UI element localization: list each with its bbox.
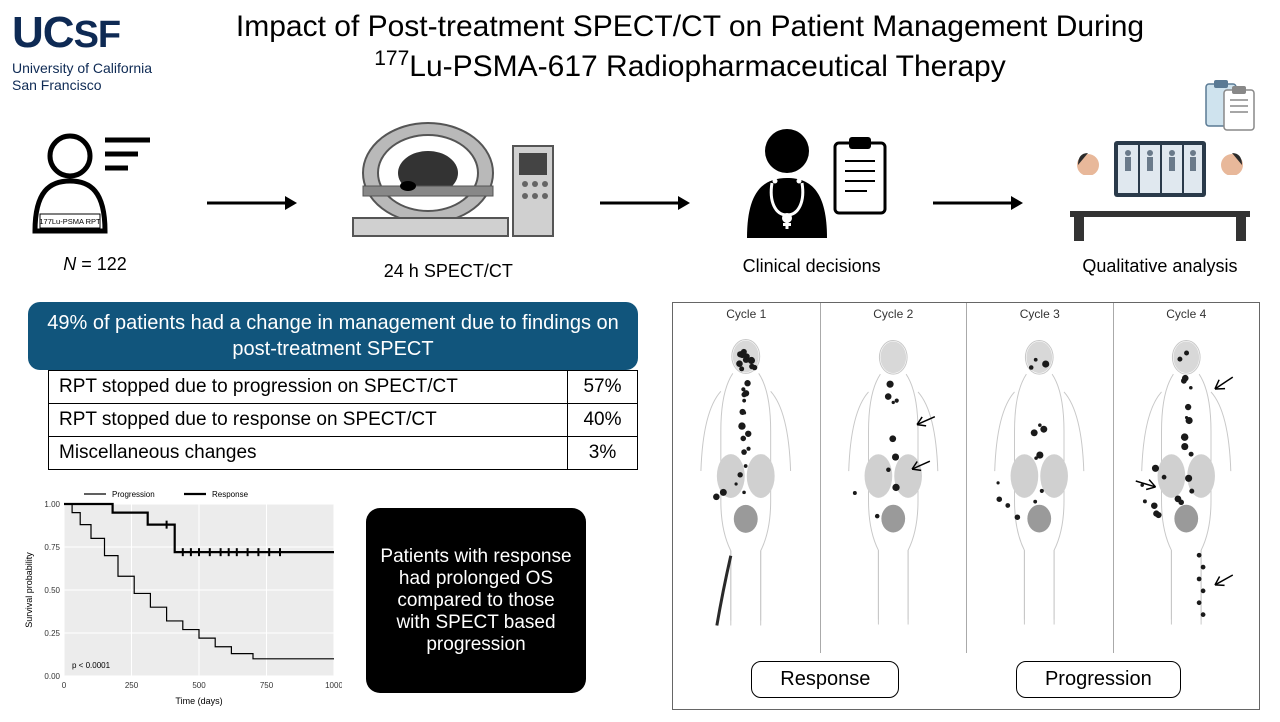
scan-labels: Response Progression xyxy=(673,653,1259,698)
table-cell-label: RPT stopped due to response on SPECT/CT xyxy=(49,404,568,437)
workflow-row: 177Lu-PSMA RPT N = 122 24 h SPECT/CT xyxy=(20,110,1260,290)
title-sup: 177 xyxy=(374,47,409,70)
scan-panel: Cycle 1 Cycle 2 xyxy=(672,302,1260,710)
ucsf-subtitle: University of CaliforniaSan Francisco xyxy=(12,60,192,94)
svg-text:0.75: 0.75 xyxy=(44,543,60,552)
n-value: = 122 xyxy=(81,254,127,274)
n-label: N xyxy=(63,254,76,274)
title-line2: Lu-PSMA-617 Radiopharmaceutical Therapy xyxy=(409,50,1005,83)
table-cell-pct: 57% xyxy=(568,371,638,404)
svg-text:750: 750 xyxy=(260,681,274,690)
scan-cycle-1: Cycle 1 xyxy=(673,303,820,653)
svg-text:Progression: Progression xyxy=(112,490,155,499)
svg-text:1.00: 1.00 xyxy=(44,500,60,509)
svg-text:Response: Response xyxy=(212,490,249,499)
table-row: RPT stopped due to progression on SPECT/… xyxy=(49,371,638,404)
results-table: RPT stopped due to progression on SPECT/… xyxy=(48,370,638,470)
svg-text:1000: 1000 xyxy=(325,681,342,690)
response-label: Response xyxy=(751,661,899,698)
scan-cycle-4: Cycle 4 xyxy=(1113,303,1260,653)
svg-text:Survival probability: Survival probability xyxy=(24,552,34,628)
table-cell-label: Miscellaneous changes xyxy=(49,437,568,470)
finding-banner: 49% of patients had a change in manageme… xyxy=(28,302,638,370)
ucsf-wordmark: UCSF xyxy=(12,8,192,58)
progression-label: Progression xyxy=(1016,661,1181,698)
table-row: Miscellaneous changes 3% xyxy=(49,437,638,470)
svg-text:0: 0 xyxy=(62,681,67,690)
svg-text:0.25: 0.25 xyxy=(44,629,60,638)
patient-icon: 177Lu-PSMA RPT N = 122 xyxy=(20,126,170,275)
scanner-caption: 24 h SPECT/CT xyxy=(333,261,563,282)
scanner-icon: 24 h SPECT/CT xyxy=(333,118,563,282)
svg-text:177Lu-PSMA RPT: 177Lu-PSMA RPT xyxy=(39,217,101,226)
table-cell-pct: 40% xyxy=(568,404,638,437)
svg-text:500: 500 xyxy=(192,681,206,690)
svg-text:250: 250 xyxy=(125,681,139,690)
ucsf-logo: UCSF University of CaliforniaSan Francis… xyxy=(12,8,192,94)
review-icon: Qualitative analysis xyxy=(1060,123,1260,277)
review-caption: Qualitative analysis xyxy=(1060,256,1260,277)
page-title: Impact of Post-treatment SPECT/CT on Pat… xyxy=(200,8,1180,85)
callout-text: Patients with response had prolonged OS … xyxy=(380,546,572,656)
table-cell-label: RPT stopped due to progression on SPECT/… xyxy=(49,371,568,404)
callout-box: Patients with response had prolonged OS … xyxy=(366,508,586,693)
table-cell-pct: 3% xyxy=(568,437,638,470)
arrow-icon xyxy=(600,178,690,223)
table-row: RPT stopped due to response on SPECT/CT … xyxy=(49,404,638,437)
clinician-caption: Clinical decisions xyxy=(727,256,897,277)
clinician-icon: Clinical decisions xyxy=(727,123,897,277)
arrow-icon xyxy=(933,178,1023,223)
scan-cycle-3: Cycle 3 xyxy=(966,303,1113,653)
scan-cycle-2: Cycle 2 xyxy=(820,303,967,653)
svg-text:Time (days): Time (days) xyxy=(175,696,222,706)
title-line1: Impact of Post-treatment SPECT/CT on Pat… xyxy=(236,10,1144,43)
km-survival-chart: 0.00 0.25 0.50 0.75 1.00 0 250 500 750 1000 Time (… xyxy=(22,482,342,708)
svg-text:p < 0.0001: p < 0.0001 xyxy=(72,661,111,670)
svg-text:0.00: 0.00 xyxy=(44,672,60,681)
svg-text:0.50: 0.50 xyxy=(44,586,60,595)
arrow-icon xyxy=(207,178,297,223)
